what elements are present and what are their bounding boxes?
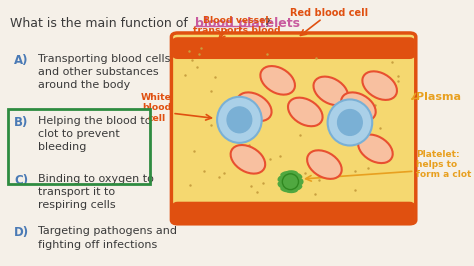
Ellipse shape <box>358 135 392 163</box>
Ellipse shape <box>280 171 291 176</box>
Ellipse shape <box>313 77 348 105</box>
Ellipse shape <box>283 174 299 190</box>
Text: D): D) <box>14 226 29 239</box>
Text: Helping the blood to
clot to prevent
bleeding: Helping the blood to clot to prevent ble… <box>37 116 151 152</box>
Text: What is the main function of: What is the main function of <box>10 17 192 30</box>
Text: Red blood cell: Red blood cell <box>290 8 368 18</box>
Text: Transporting blood cells
and other substances
around the body: Transporting blood cells and other subst… <box>37 54 170 90</box>
Ellipse shape <box>286 188 298 193</box>
Text: blood platelets: blood platelets <box>195 17 300 30</box>
FancyBboxPatch shape <box>172 33 416 224</box>
Text: C): C) <box>14 174 28 187</box>
Ellipse shape <box>363 71 397 100</box>
Ellipse shape <box>280 187 291 192</box>
Text: A): A) <box>14 54 28 67</box>
Ellipse shape <box>293 173 302 179</box>
Ellipse shape <box>337 110 362 135</box>
FancyBboxPatch shape <box>173 203 414 222</box>
Ellipse shape <box>260 66 295 95</box>
Text: White
blood
cell: White blood cell <box>141 93 172 123</box>
FancyBboxPatch shape <box>173 38 414 58</box>
Ellipse shape <box>237 92 272 121</box>
Ellipse shape <box>231 145 265 174</box>
Ellipse shape <box>286 170 298 175</box>
Ellipse shape <box>328 99 372 146</box>
Ellipse shape <box>307 150 342 179</box>
Ellipse shape <box>227 107 252 133</box>
Ellipse shape <box>341 92 376 121</box>
Ellipse shape <box>288 98 323 126</box>
Text: Blood vessel:
transports blood: Blood vessel: transports blood <box>193 16 281 35</box>
Ellipse shape <box>277 175 286 182</box>
Text: B): B) <box>14 116 28 129</box>
Text: Platelet:
helps to
form a clot: Platelet: helps to form a clot <box>416 150 471 180</box>
Text: ?: ? <box>263 17 270 30</box>
Ellipse shape <box>293 184 302 191</box>
Ellipse shape <box>217 97 262 143</box>
Text: Targeting pathogens and
fighting off infections: Targeting pathogens and fighting off inf… <box>37 226 176 250</box>
Text: Binding to oxygen to
transport it to
respiring cells: Binding to oxygen to transport it to res… <box>37 174 154 210</box>
Ellipse shape <box>296 178 303 185</box>
Ellipse shape <box>277 181 286 188</box>
Text: Plasma: Plasma <box>416 93 461 102</box>
